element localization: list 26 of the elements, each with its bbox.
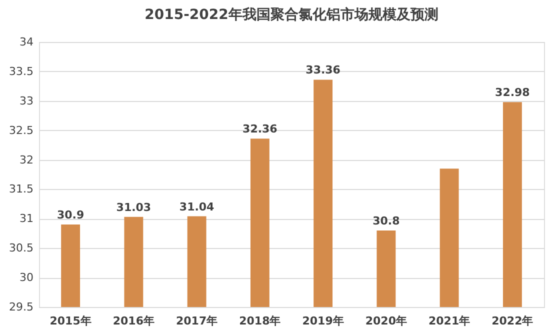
x-tick-label: 2017年 [176,314,218,328]
x-tick-label: 2016年 [112,314,154,328]
y-tick-label: 31 [20,212,34,226]
x-tick-label: 2020年 [365,314,407,328]
x-tick-label: 2021年 [428,314,470,328]
y-tick-label: 32.5 [9,124,34,137]
data-label: 31.03 [116,200,152,214]
y-tick-label: 31.5 [9,182,34,196]
data-label: 30.9 [56,208,84,222]
x-tick-label: 2022年 [492,314,534,328]
y-tick-label: 33 [20,94,34,108]
y-tick-label: 30 [20,271,34,284]
x-tick-label: 2018年 [239,314,281,328]
data-label: 31.04 [179,200,215,214]
data-label: 32.98 [495,86,530,100]
data-label: 30.8 [372,214,400,228]
y-tick-label: 29.5 [9,300,34,314]
x-tick-label: 2015年 [50,314,92,328]
chart-title: 2015-2022年我国聚合氯化铝市场规模及预测 [144,6,438,23]
y-tick-label: 32 [20,153,34,166]
y-tick-label: 33.5 [9,64,34,78]
data-label: 32.36 [242,122,278,136]
data-label: 33.36 [306,64,341,77]
y-tick-label: 30.5 [9,242,34,255]
x-tick-label: 2019年 [302,314,344,328]
y-tick-label: 34 [20,36,34,48]
